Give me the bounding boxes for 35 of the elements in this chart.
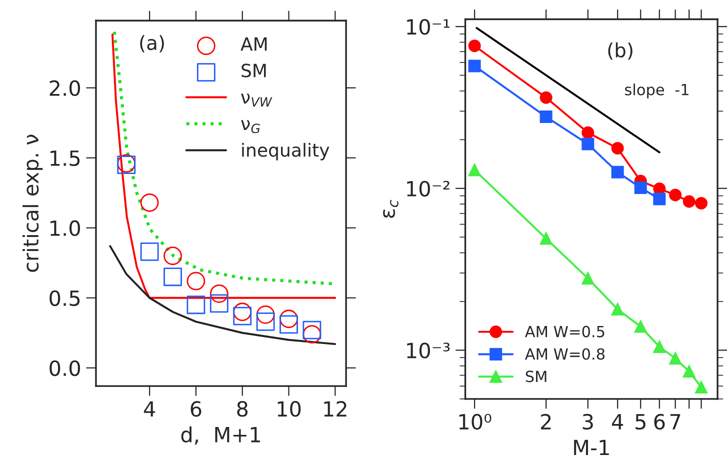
- legend-label: AM W=0.8: [524, 348, 605, 360]
- x-tick-label: 7: [670, 414, 680, 430]
- y-tick-label: 2.0: [50, 80, 80, 96]
- annotation: (b): [608, 42, 632, 60]
- x-tick-label: 10⁰: [459, 414, 492, 430]
- y-axis-title: ε$_{c}$: [383, 200, 398, 218]
- x-tick-label: 12: [324, 401, 346, 417]
- x-axis-title: d, M+1: [181, 426, 260, 445]
- annotation: slope -1: [625, 84, 688, 98]
- x-tick-label: 2: [540, 414, 551, 430]
- y-tick-label: 10⁻³: [407, 342, 450, 358]
- legend-label: SM: [526, 370, 546, 382]
- y-tick-label: 0.0: [50, 360, 80, 376]
- legend-label: ν$_{VW}$: [241, 94, 272, 106]
- x-tick-label: 5: [636, 414, 646, 430]
- x-axis-title: M-1: [574, 440, 609, 456]
- y-tick-label: 0.5: [50, 290, 80, 306]
- x-tick-label: 3: [582, 414, 593, 430]
- annotation: (a): [140, 35, 164, 52]
- x-tick-label: 6: [654, 414, 665, 430]
- legend-label: AM W=0.5: [524, 326, 604, 338]
- y-tick-label: 10⁻²: [407, 180, 450, 197]
- y-tick-label: 1.5: [50, 150, 80, 166]
- legend-label: AM: [240, 37, 267, 51]
- x-tick-label: 4: [612, 414, 624, 430]
- x-tick-label: 8: [237, 401, 248, 417]
- legend-label: inequality: [242, 142, 330, 160]
- x-tick-label: 10: [278, 401, 301, 417]
- x-tick-label: 4: [144, 401, 156, 417]
- y-tick-label: 10⁻¹: [407, 19, 450, 35]
- legend-label: SM: [242, 64, 266, 78]
- legend-label: ν$_{G}$: [241, 120, 260, 134]
- y-tick-label: 1.0: [50, 220, 80, 236]
- y-axis-title: critical exp. ν: [22, 134, 43, 272]
- x-tick-label: 6: [190, 401, 202, 417]
